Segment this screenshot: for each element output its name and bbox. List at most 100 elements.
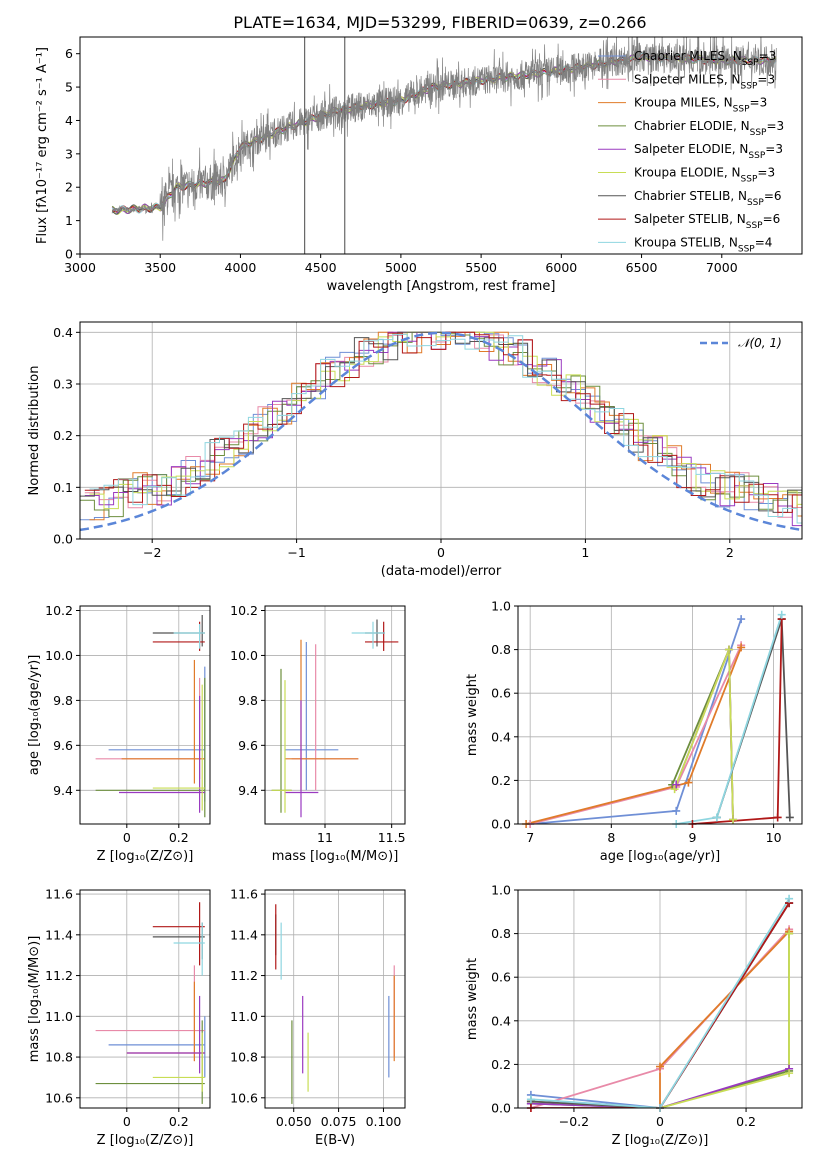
legend-label: 𝒩(0, 1) [738, 336, 782, 350]
legend-tail: =3 [759, 49, 777, 63]
legend-label: Kroupa ELODIE, NSSP=3 [634, 166, 775, 185]
mass-weight-line [530, 898, 790, 1108]
axes-frame [79, 36, 803, 255]
y-tick-label: 0.3 [53, 377, 73, 392]
y-tick-label: 10.0 [45, 648, 73, 663]
y-tick-label: 0.8 [491, 926, 511, 941]
x-tick-label: 0 [437, 545, 445, 560]
x-tick-label: 11.5 [378, 830, 406, 845]
mass-weight-line [659, 930, 790, 1108]
y-tick-label: 0.4 [53, 325, 73, 340]
y-tick-label: 2 [65, 180, 73, 195]
legend-subscript: SSP [748, 151, 765, 161]
y-axis-label: age [log₁₀(age/yr)] [27, 655, 42, 776]
x-tick-label: −2 [143, 545, 161, 560]
y-tick-label: 0.2 [491, 773, 511, 788]
y-tick-label: 9.6 [53, 738, 73, 753]
x-tick-label: −1 [287, 545, 305, 560]
age-vs-Z-panel: 0 0.2 9.4 9.6 9.8 10.0 10.2 Z [log₁₀(Z/Z⊙)] age … [27, 603, 211, 864]
plot-area [80, 331, 802, 532]
y-axis-label: Normed distribution [27, 366, 42, 496]
y-tick-label: 11.0 [230, 1009, 258, 1024]
residual-histogram-step [89, 333, 802, 524]
mass-weight-marker [670, 785, 679, 794]
y-tick-label: 10.8 [45, 1050, 73, 1065]
x-axis-label: wavelength [Angstrom, rest frame] [327, 279, 556, 294]
x-tick-label: 3000 [64, 260, 96, 275]
plot-area [525, 614, 791, 824]
x-axis-label: Z [log₁₀(Z/Z⊙)] [97, 1133, 194, 1148]
mass-weight-marker [785, 813, 794, 822]
legend-tail: =3 [757, 166, 775, 180]
y-tick-label: 0.6 [491, 686, 511, 701]
x-tick-label: 4000 [225, 260, 257, 275]
y-tick-label: 11.6 [230, 887, 258, 902]
axes-frame [517, 605, 803, 825]
axes-frame [264, 605, 406, 825]
mass-weight-marker [785, 1069, 794, 1078]
y-tick-label: 11.4 [230, 927, 258, 942]
y-tick-label: 0.0 [491, 1101, 511, 1116]
mass-weight-marker [777, 610, 786, 619]
y-tick-label: 10.8 [230, 1050, 258, 1065]
y-tick-label: 1.0 [491, 599, 511, 614]
legend-tail: =3 [765, 142, 783, 156]
y-tick-label: 11.2 [230, 968, 258, 983]
y-tick-label: 11.0 [45, 1009, 73, 1024]
y-tick-label: 0.0 [491, 817, 511, 832]
x-tick-label: 8 [607, 830, 615, 845]
mass-weight-marker [656, 1062, 664, 1071]
legend-tail: =6 [764, 189, 782, 203]
y-tick-label: 10.2 [45, 603, 73, 618]
legend-label: Kroupa MILES, NSSP=3 [634, 96, 767, 115]
y-tick-label: 10.6 [230, 1090, 258, 1105]
y-tick-label: 0.2 [491, 1057, 511, 1072]
x-tick-label: 7000 [706, 260, 738, 275]
x-tick-label: 6000 [545, 260, 577, 275]
y-tick-label: 0.0 [53, 532, 73, 547]
x-axis-label: Z [log₁₀(Z/Z⊙)] [612, 1133, 709, 1148]
legend-label: Kroupa STELIB, NSSP=4 [634, 235, 772, 254]
y-tick-label: 0.4 [491, 1013, 511, 1028]
axes-frame [79, 889, 211, 1109]
x-tick-label: 5000 [385, 260, 417, 275]
observed-spectrum-line [111, 37, 777, 241]
mass-weight-marker [672, 780, 681, 789]
y-tick-label: 11.4 [45, 927, 73, 942]
y-tick-label: 9.4 [238, 783, 258, 798]
axes-frame [79, 321, 803, 540]
y-axis-label: mass weight [465, 674, 480, 756]
residual-histogram-step [89, 331, 802, 510]
x-tick-label: 11 [317, 830, 333, 845]
mass-vs-ebv-panel: 0.050 0.075 0.100 10.6 10.8 11.0 11.2 11.4 11.6 E… [230, 887, 406, 1148]
y-tick-label: 9.4 [53, 783, 73, 798]
mass-weight-marker [672, 806, 681, 815]
legend-label: Chabrier STELIB, NSSP=6 [634, 189, 782, 208]
plot-area [271, 619, 399, 818]
x-tick-label: 1 [581, 545, 589, 560]
mass-vs-Z-panel: 0 0.2 10.6 10.8 11.0 11.2 11.4 11.6 Z [log₁₀(Z/Z… [27, 887, 211, 1148]
axes-frame [79, 605, 211, 825]
x-axis-label: mass [log₁₀(M/M⊙)] [272, 849, 399, 864]
y-tick-label: 9.6 [238, 738, 258, 753]
x-tick-label: 10 [766, 830, 782, 845]
x-tick-label: 0 [656, 1114, 664, 1129]
axes-frame [264, 889, 406, 1109]
x-tick-label: 0.2 [169, 830, 189, 845]
residuals-panel: −2 −1 0 1 2 0.0 0.1 0.2 0.3 0.4 (data-model)/error… [27, 321, 803, 579]
normal-distribution-curve [80, 331, 802, 532]
x-tick-label: 0 [123, 830, 131, 845]
legend-label: Salpeter ELODIE, NSSP=3 [634, 142, 783, 161]
x-tick-label: 4500 [305, 260, 337, 275]
age-vs-mass-panel: 11 11.5 9.4 9.6 9.8 10.0 10.2 mass [log₁₀(M/M⊙)… [230, 603, 405, 864]
spectrum-panel: 3000 3500 4000 4500 5000 5500 6000 6500 7000 0 1 2 3… [35, 36, 803, 294]
plot-area [95, 614, 206, 818]
legend-tail: =3 [766, 119, 784, 133]
x-axis-label: Z [log₁₀(Z/Z⊙)] [97, 849, 194, 864]
axes-frame [517, 889, 803, 1109]
legend-subscript: SSP [747, 198, 764, 208]
legend-tail: =4 [755, 235, 773, 249]
x-tick-label: −0.2 [559, 1114, 589, 1129]
